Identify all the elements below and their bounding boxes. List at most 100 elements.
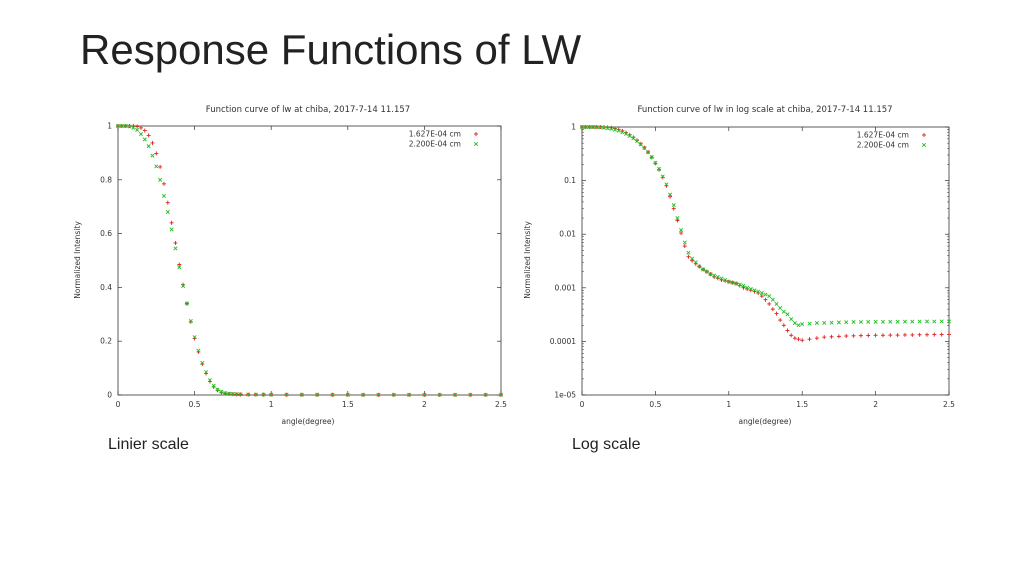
data-point	[158, 177, 163, 182]
legend-marker	[473, 141, 479, 147]
data-point	[741, 283, 746, 288]
data-point	[146, 144, 151, 149]
data-point	[712, 273, 717, 278]
data-point	[161, 193, 166, 198]
data-point	[138, 125, 143, 130]
legend-label: 2.200E-04 cm	[409, 140, 461, 149]
y-tick-label: 0.0001	[550, 337, 576, 346]
plot-frame	[117, 125, 502, 396]
data-point	[723, 277, 728, 282]
data-point	[627, 133, 632, 138]
legend-marker	[474, 132, 478, 136]
data-point	[792, 336, 797, 341]
data-point	[602, 125, 607, 130]
data-point	[756, 289, 761, 294]
data-point	[715, 274, 720, 279]
series-2	[579, 124, 952, 328]
data-point	[631, 136, 636, 141]
data-point	[752, 288, 757, 293]
x-tick-label: 1	[726, 400, 731, 409]
y-tick-label: 0	[107, 391, 112, 400]
data-point	[127, 124, 132, 129]
data-point	[238, 392, 243, 397]
data-point	[895, 319, 900, 324]
data-point	[734, 281, 739, 286]
data-point	[376, 392, 381, 397]
data-point	[947, 332, 951, 337]
data-point	[785, 328, 790, 333]
data-point	[142, 137, 147, 142]
data-point	[653, 160, 658, 165]
data-point	[246, 392, 251, 397]
data-point	[453, 392, 458, 397]
data-point	[154, 151, 159, 156]
legend-label: 1.627E-04 cm	[857, 131, 909, 140]
data-point	[873, 319, 878, 324]
linear-scale-chart: Function curve of lw at chiba, 2017-7-14…	[73, 105, 507, 426]
x-tick-label: 1.5	[342, 400, 354, 409]
data-point	[154, 164, 159, 169]
data-point	[774, 311, 779, 316]
x-tick-label: 2	[422, 400, 427, 409]
data-point	[609, 126, 614, 131]
data-point	[770, 307, 775, 312]
data-point	[690, 258, 695, 263]
data-point	[679, 227, 684, 232]
x-tick-label: 1.5	[796, 400, 808, 409]
x-tick-label: 2.5	[943, 400, 955, 409]
data-point	[620, 130, 625, 135]
x-tick-label: 2.5	[495, 400, 507, 409]
data-point	[200, 360, 205, 365]
series-2	[115, 123, 504, 397]
x-tick-label: 0	[580, 400, 585, 409]
data-point	[657, 166, 662, 171]
linear-scale-caption: Linier scale	[108, 436, 189, 453]
data-point	[177, 262, 182, 267]
data-point	[781, 323, 786, 328]
data-point	[668, 192, 673, 197]
data-point	[675, 216, 680, 221]
y-axis-label: Normalized Intensity	[73, 221, 82, 299]
data-point	[796, 323, 801, 328]
data-point	[814, 336, 819, 341]
data-point	[873, 333, 878, 338]
data-point	[483, 392, 488, 397]
data-point	[219, 389, 224, 394]
data-point	[767, 294, 772, 299]
data-point	[594, 125, 599, 130]
data-point	[642, 146, 647, 151]
data-point	[939, 319, 944, 324]
data-point	[184, 301, 189, 306]
data-point	[836, 334, 841, 339]
plot-area: 0 0.5 1 1.5 2 2.5 0 0.2 0.4 0.6 0.8 1 1.627E-04 cm2.…	[100, 122, 507, 410]
data-point	[142, 128, 147, 133]
data-point	[165, 200, 170, 205]
data-point	[690, 256, 695, 261]
data-point	[668, 194, 673, 199]
data-point	[686, 254, 691, 259]
data-point	[800, 338, 805, 343]
data-point	[115, 123, 121, 129]
data-point	[391, 392, 396, 397]
x-tick-label: 0	[116, 400, 121, 409]
data-point	[211, 383, 216, 388]
data-point	[719, 276, 724, 281]
data-point	[299, 392, 304, 397]
data-point	[498, 392, 504, 397]
chart-title: Function curve of lw in log scale at chi…	[637, 105, 892, 115]
data-point	[910, 332, 915, 337]
y-tick-label: 1	[571, 123, 576, 132]
data-point	[745, 285, 750, 290]
data-point	[253, 392, 258, 397]
data-point	[917, 319, 922, 324]
data-point	[284, 392, 289, 397]
data-point	[770, 297, 775, 302]
data-point	[682, 240, 687, 245]
data-point	[261, 392, 266, 397]
data-point	[748, 286, 753, 292]
y-tick-label: 1e-05	[554, 391, 576, 400]
data-point	[169, 227, 174, 232]
data-point	[649, 155, 654, 160]
data-point	[660, 174, 665, 179]
data-point	[646, 150, 651, 155]
